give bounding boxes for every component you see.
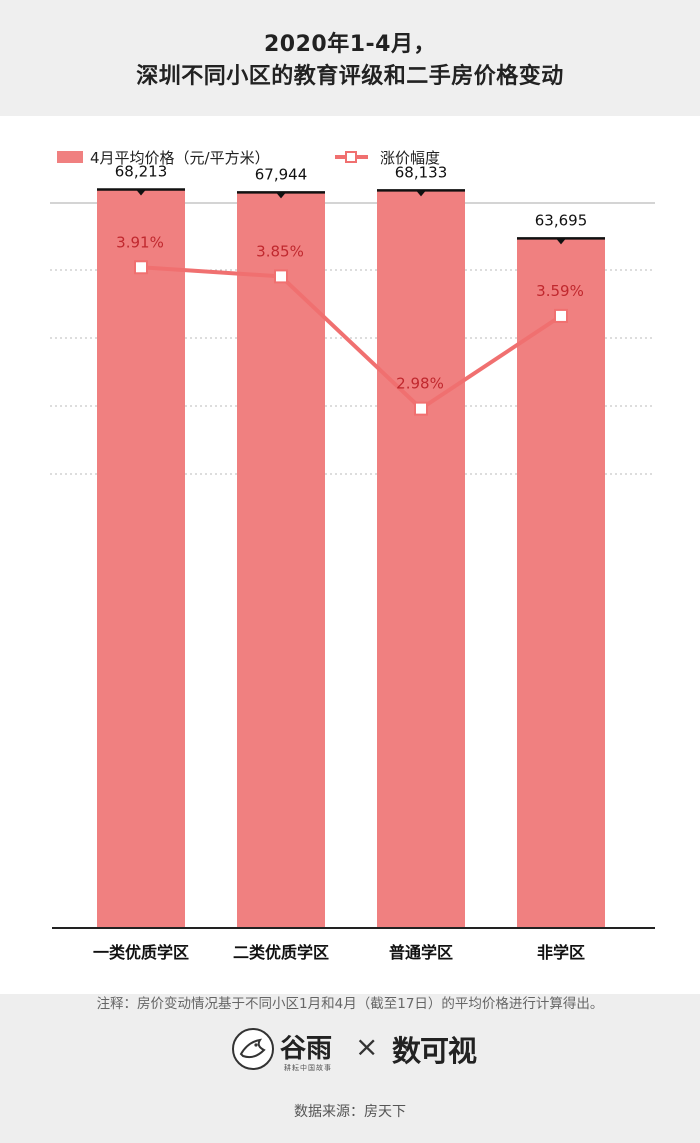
line-value-label: 3.59% (536, 282, 584, 300)
data-source: 数据来源：房天下 (294, 1104, 406, 1120)
line-series: 3.91% 3.85% 2.98% 3.59% (116, 233, 584, 416)
chart-panel: 4月平均价格（元/平方米） 涨价幅度 68,213 67,944 68,133 63,… (0, 116, 700, 994)
partner-logo: 数可视 (392, 1034, 477, 1068)
logo-row: 谷雨 耕耘中国故事 × 数可视 (0, 1020, 700, 1080)
bar-top-pointer (416, 190, 426, 197)
guyu-bird-icon (232, 1028, 274, 1070)
bar-top-pointer (556, 238, 566, 245)
legend-line-label: 涨价幅度 (380, 149, 440, 167)
bar (97, 189, 185, 928)
chart: 4月平均价格（元/平方米） 涨价幅度 68,213 67,944 68,133 63,… (50, 149, 655, 962)
x-tick-label: 二类优质学区 (233, 943, 329, 962)
guyu-logo-name: 谷雨 (280, 1034, 333, 1064)
bar (517, 238, 605, 929)
title-line-1: 2020年1-4月， (264, 32, 436, 57)
line-marker (134, 260, 148, 275)
line-marker (554, 308, 568, 323)
title-line-2: 深圳不同小区的教育评级和二手房价格变动 (136, 64, 564, 89)
x-tick-label: 非学区 (537, 943, 585, 962)
guyu-logo-tagline: 耕耘中国故事 (284, 1064, 332, 1072)
guyu-logo: 谷雨 耕耘中国故事 (232, 1028, 344, 1078)
bar (237, 192, 325, 929)
bar (377, 190, 465, 928)
line-value-label: 3.91% (116, 233, 164, 251)
line-marker (414, 401, 428, 416)
legend-line-marker (345, 151, 357, 163)
legend-bar-label: 4月平均价格（元/平方米） (90, 149, 270, 167)
line-value-label: 2.98% (396, 375, 444, 393)
bar-value-label: 63,695 (535, 211, 588, 229)
line-value-label: 3.85% (256, 242, 304, 260)
footnote: 注释：房价变动情况基于不同小区1月和4月（截至17日）的平均价格进行计算得出。 (96, 996, 604, 1012)
bar-value-label: 68,213 (115, 162, 168, 180)
line-marker (274, 269, 288, 284)
bar-top-pointer (276, 192, 286, 199)
line-path (140, 265, 563, 411)
header: 2020年1-4月， 深圳不同小区的教育评级和二手房价格变动 (0, 0, 700, 116)
bar-value-label: 67,944 (255, 165, 308, 183)
x-tick-label: 普通学区 (389, 943, 453, 962)
x-tick-label: 一类优质学区 (93, 943, 189, 962)
bar-value-label: 68,133 (395, 163, 448, 181)
collab-times-sign: × (355, 1030, 379, 1063)
legend: 4月平均价格（元/平方米） 涨价幅度 (57, 149, 440, 167)
legend-bar-swatch (57, 151, 83, 163)
bar-top-pointer (136, 189, 146, 196)
bars: 68,213 67,944 68,133 63,695 (97, 162, 605, 929)
x-axis-labels: 一类优质学区 二类优质学区 普通学区 非学区 (93, 943, 585, 962)
